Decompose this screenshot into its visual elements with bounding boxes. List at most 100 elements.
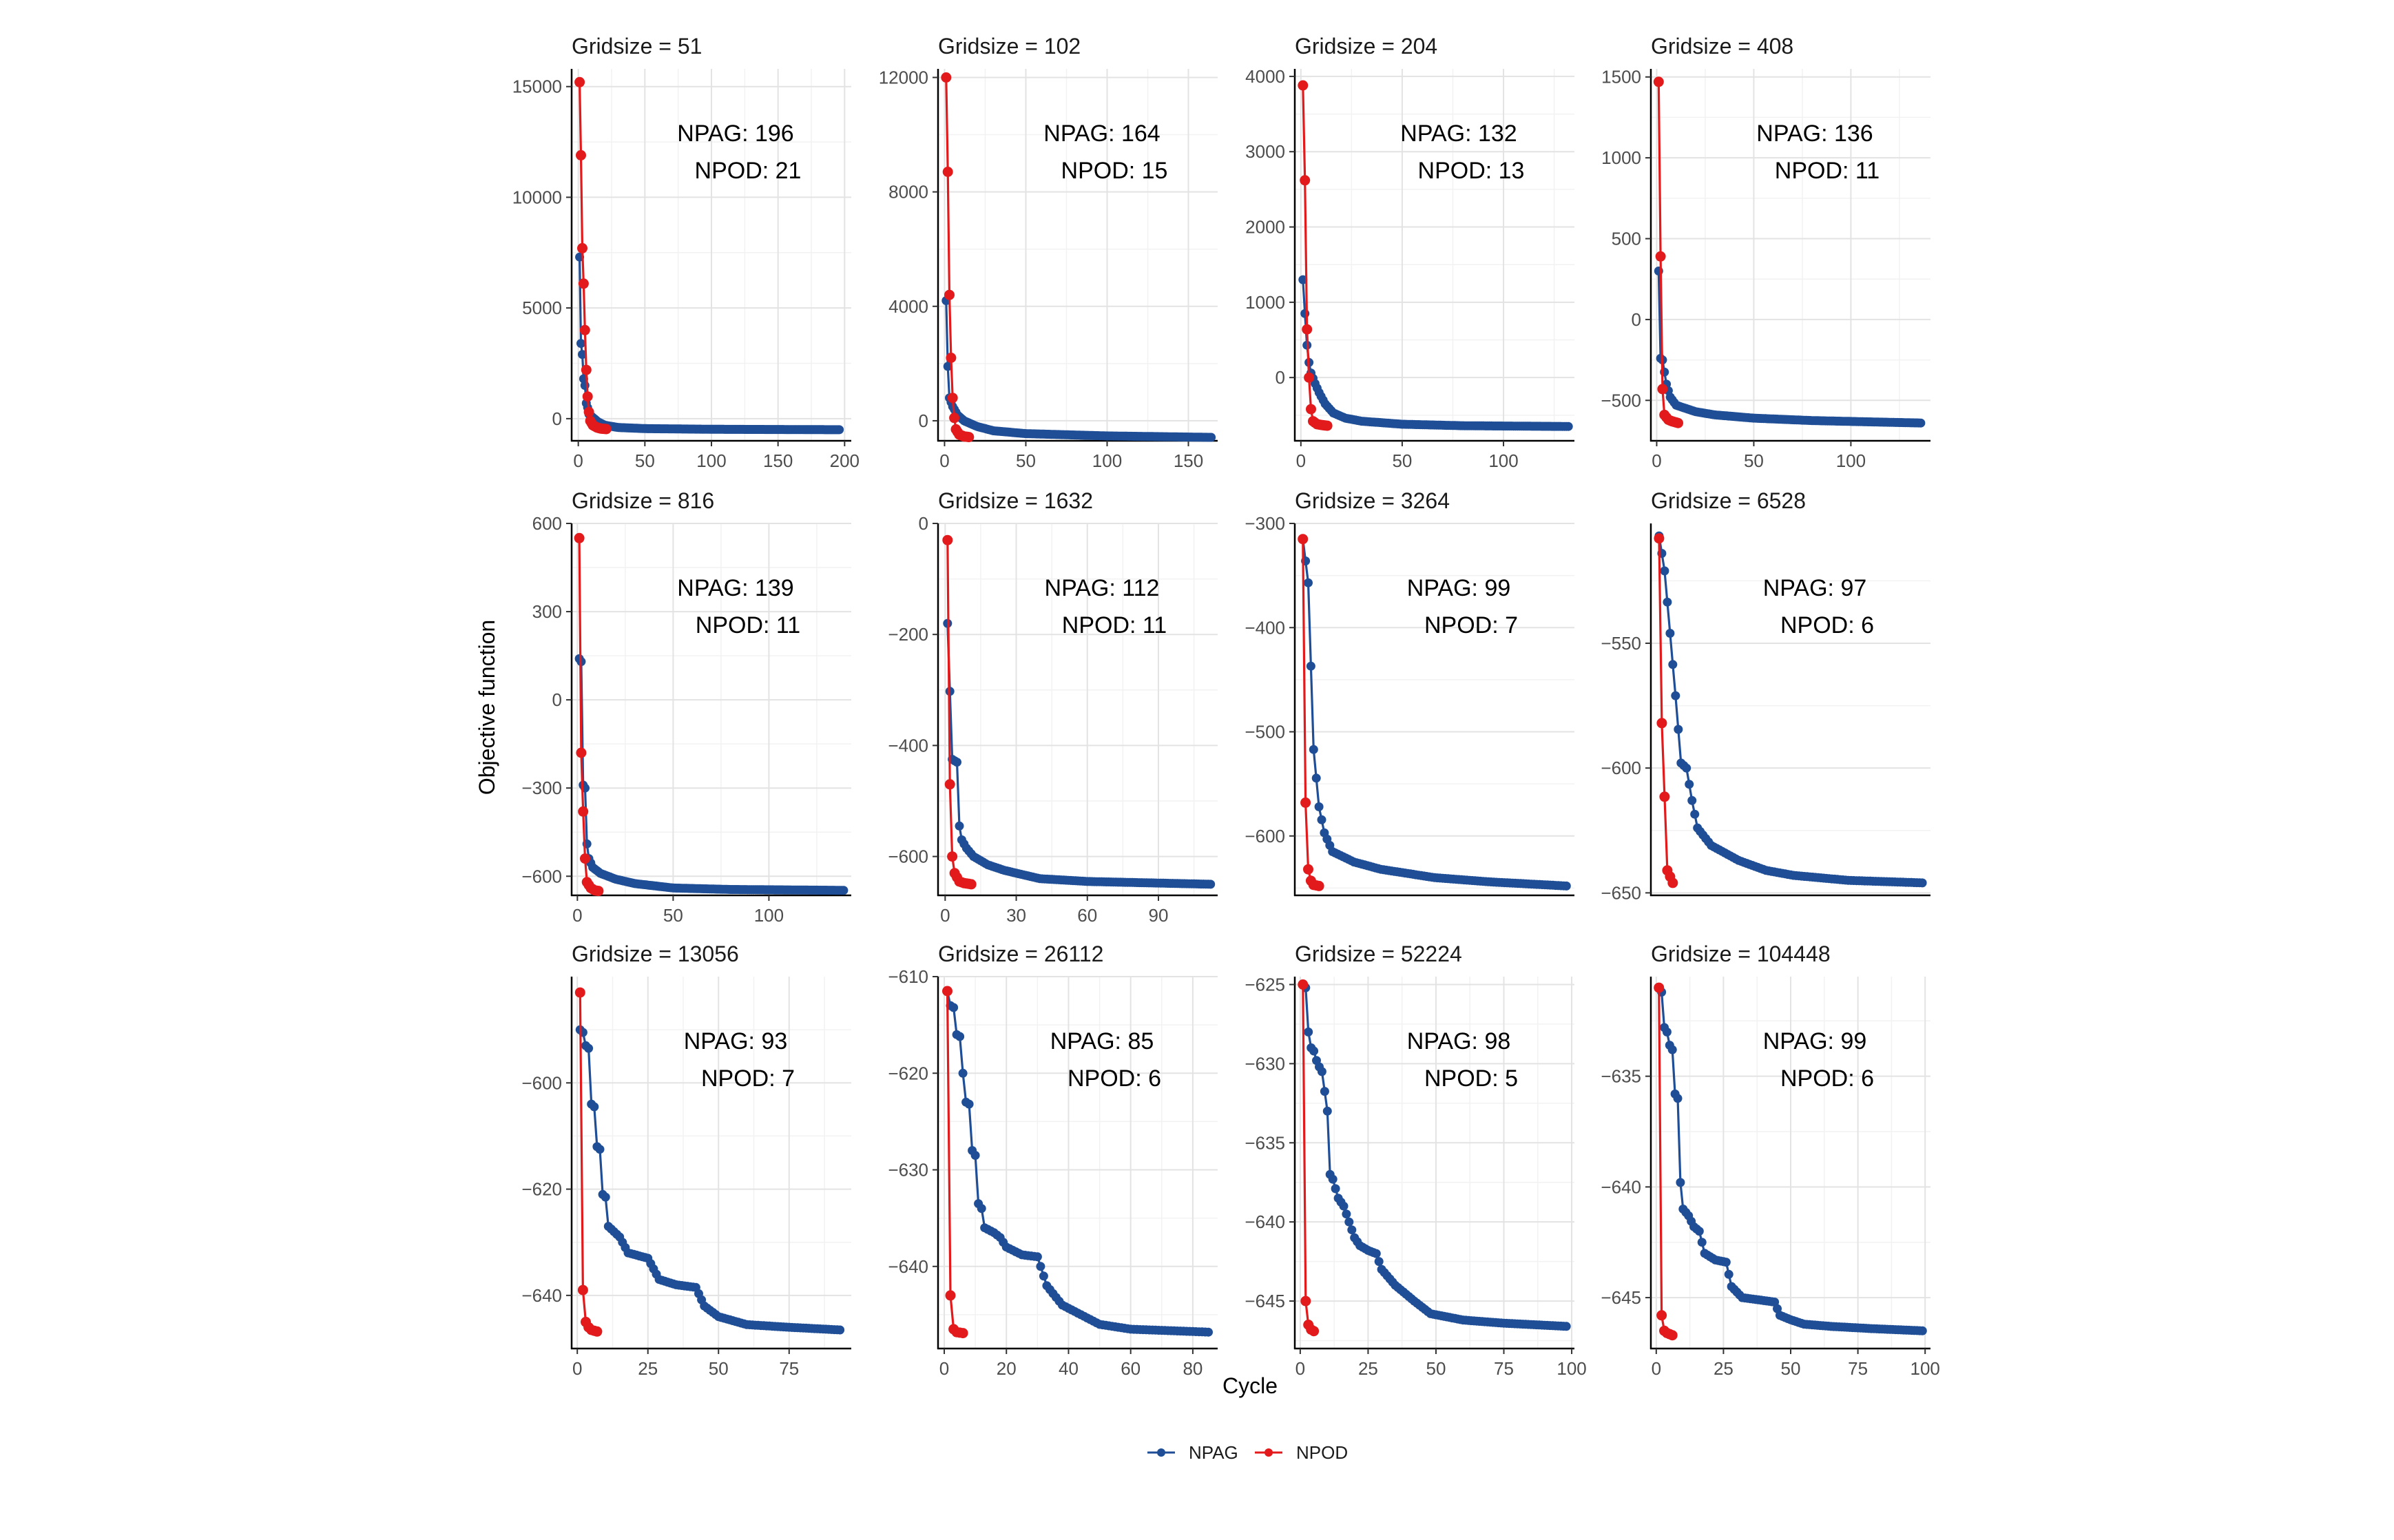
x-tick-label: 150 xyxy=(1174,450,1203,471)
y-tick-label: −635 xyxy=(1601,1066,1641,1087)
annotation-npag: NPAG: 196 xyxy=(677,121,793,147)
npod-series-point xyxy=(1673,417,1683,428)
annotation-npag: NPAG: 93 xyxy=(684,1028,788,1054)
npag-series-point xyxy=(1663,597,1672,607)
npag-series-point xyxy=(1207,433,1216,442)
x-tick-label: 150 xyxy=(763,450,793,471)
y-tick-label: 0 xyxy=(919,410,928,431)
npag-series-point xyxy=(576,339,585,348)
npod-series-point xyxy=(942,167,953,177)
npod-series-point xyxy=(577,1284,588,1296)
annotation-npag: NPAG: 136 xyxy=(1756,121,1873,147)
panel-6: Gridsize = 1632 −600 −400 −200 0 0 30 60 90 NPAG:… xyxy=(888,488,1218,926)
y-tick-label: 4000 xyxy=(888,296,928,317)
y-tick-label: −620 xyxy=(888,1063,928,1083)
annotation-npod: NPOD: 6 xyxy=(1780,612,1874,638)
y-tick-label: −610 xyxy=(888,966,928,987)
x-tick-label: 50 xyxy=(663,905,683,926)
x-tick-label: 50 xyxy=(709,1358,729,1379)
npag-series-point xyxy=(1317,1067,1326,1076)
y-tick-label: −640 xyxy=(521,1285,562,1306)
panel-title: Gridsize = 104448 xyxy=(1651,941,1831,966)
npag-series-point xyxy=(943,362,953,371)
npag-series-point xyxy=(1917,1326,1927,1335)
panel-title: Gridsize = 204 xyxy=(1295,34,1437,59)
npag-series-point xyxy=(1671,691,1680,700)
y-tick-label: 0 xyxy=(1632,309,1641,330)
npag-series-point xyxy=(584,1043,594,1053)
npod-series-point xyxy=(601,424,612,435)
annotation-npod: NPOD: 15 xyxy=(1061,158,1168,184)
panel-title: Gridsize = 816 xyxy=(572,488,714,513)
legend: NPAG NPOD xyxy=(1147,1442,1348,1463)
npod-series-point xyxy=(1298,979,1309,990)
npag-series-point xyxy=(835,425,844,435)
npag-series-point xyxy=(1673,1094,1683,1103)
npod-series-line xyxy=(1658,988,1673,1337)
npod-series-point xyxy=(582,391,593,402)
npod-series-point xyxy=(1300,1296,1311,1307)
y-tick-label: 0 xyxy=(919,513,928,534)
annotation-npod: NPOD: 6 xyxy=(1068,1065,1161,1092)
npag-series-point xyxy=(1309,745,1318,754)
npag-series-point xyxy=(578,350,587,360)
annotation-npag: NPAG: 99 xyxy=(1763,1028,1867,1054)
x-tick-label: 0 xyxy=(940,905,950,926)
annotation-npag: NPAG: 85 xyxy=(1050,1028,1154,1054)
panel-title: Gridsize = 102 xyxy=(938,34,1081,59)
x-tick-label: 200 xyxy=(830,450,860,471)
panel-11: Gridsize = 52224 −645 −640 −635 −630 −625 0 25 5… xyxy=(1245,941,1586,1379)
x-tick-label: 25 xyxy=(1358,1358,1378,1379)
x-tick-label: 0 xyxy=(939,450,949,471)
panel-4: Gridsize = 408 −500 0 500 1000 1500 0 50 100 NPAG… xyxy=(1601,34,1930,471)
npag-series-point xyxy=(1304,1027,1313,1037)
npod-series-point xyxy=(592,1326,603,1337)
panel-title: Gridsize = 1632 xyxy=(938,488,1093,513)
npag-series-point xyxy=(1721,1258,1731,1267)
x-tick-label: 0 xyxy=(939,1358,949,1379)
npag-series-point xyxy=(1674,725,1683,734)
x-tick-label: 100 xyxy=(1836,450,1866,471)
x-tick-label: 50 xyxy=(1426,1358,1446,1379)
x-tick-label: 0 xyxy=(573,450,583,471)
annotation-npod: NPOD: 11 xyxy=(696,612,800,638)
annotation-npod: NPOD: 7 xyxy=(1424,612,1518,638)
x-tick-label: 0 xyxy=(1652,450,1661,471)
legend-key-npag-point xyxy=(1157,1448,1165,1457)
y-tick-label: −600 xyxy=(1245,826,1285,846)
npod-series-point xyxy=(1304,372,1315,383)
npag-series-point xyxy=(1304,578,1313,587)
npod-series-point xyxy=(574,76,585,87)
annotation-npod: NPOD: 5 xyxy=(1424,1065,1518,1092)
npag-series-point xyxy=(1917,878,1927,888)
npag-series-point xyxy=(1682,763,1692,773)
npod-series-point xyxy=(1300,797,1311,808)
y-tick-label: −645 xyxy=(1245,1291,1285,1311)
panel-title: Gridsize = 51 xyxy=(572,34,702,59)
y-tick-label: −500 xyxy=(1601,390,1641,410)
x-tick-label: 100 xyxy=(1092,450,1122,471)
y-tick-label: −650 xyxy=(1601,882,1641,903)
npod-series-point xyxy=(942,986,953,997)
y-tick-label: 10000 xyxy=(512,187,562,207)
npag-series-point xyxy=(590,1102,599,1112)
npag-series-point xyxy=(601,1192,610,1202)
npag-series-point xyxy=(1206,880,1216,889)
npag-series-point xyxy=(1328,1174,1337,1184)
npod-series-point xyxy=(578,278,589,289)
y-tick-label: −200 xyxy=(888,624,928,645)
x-tick-label: 50 xyxy=(1016,450,1036,471)
npag-series-point xyxy=(1667,1045,1677,1054)
x-tick-label: 75 xyxy=(1848,1358,1868,1379)
x-tick-label: 20 xyxy=(997,1358,1017,1379)
npag-series-point xyxy=(1322,1106,1332,1116)
npod-series-point xyxy=(578,806,589,817)
npag-series-point xyxy=(1694,1227,1704,1236)
x-tick-label: 25 xyxy=(1714,1358,1734,1379)
y-tick-label: −600 xyxy=(1601,758,1641,778)
y-tick-label: −600 xyxy=(888,846,928,867)
y-tick-label: 1000 xyxy=(1601,147,1641,168)
npag-series-point xyxy=(970,1151,980,1160)
panel-title: Gridsize = 408 xyxy=(1651,34,1793,59)
